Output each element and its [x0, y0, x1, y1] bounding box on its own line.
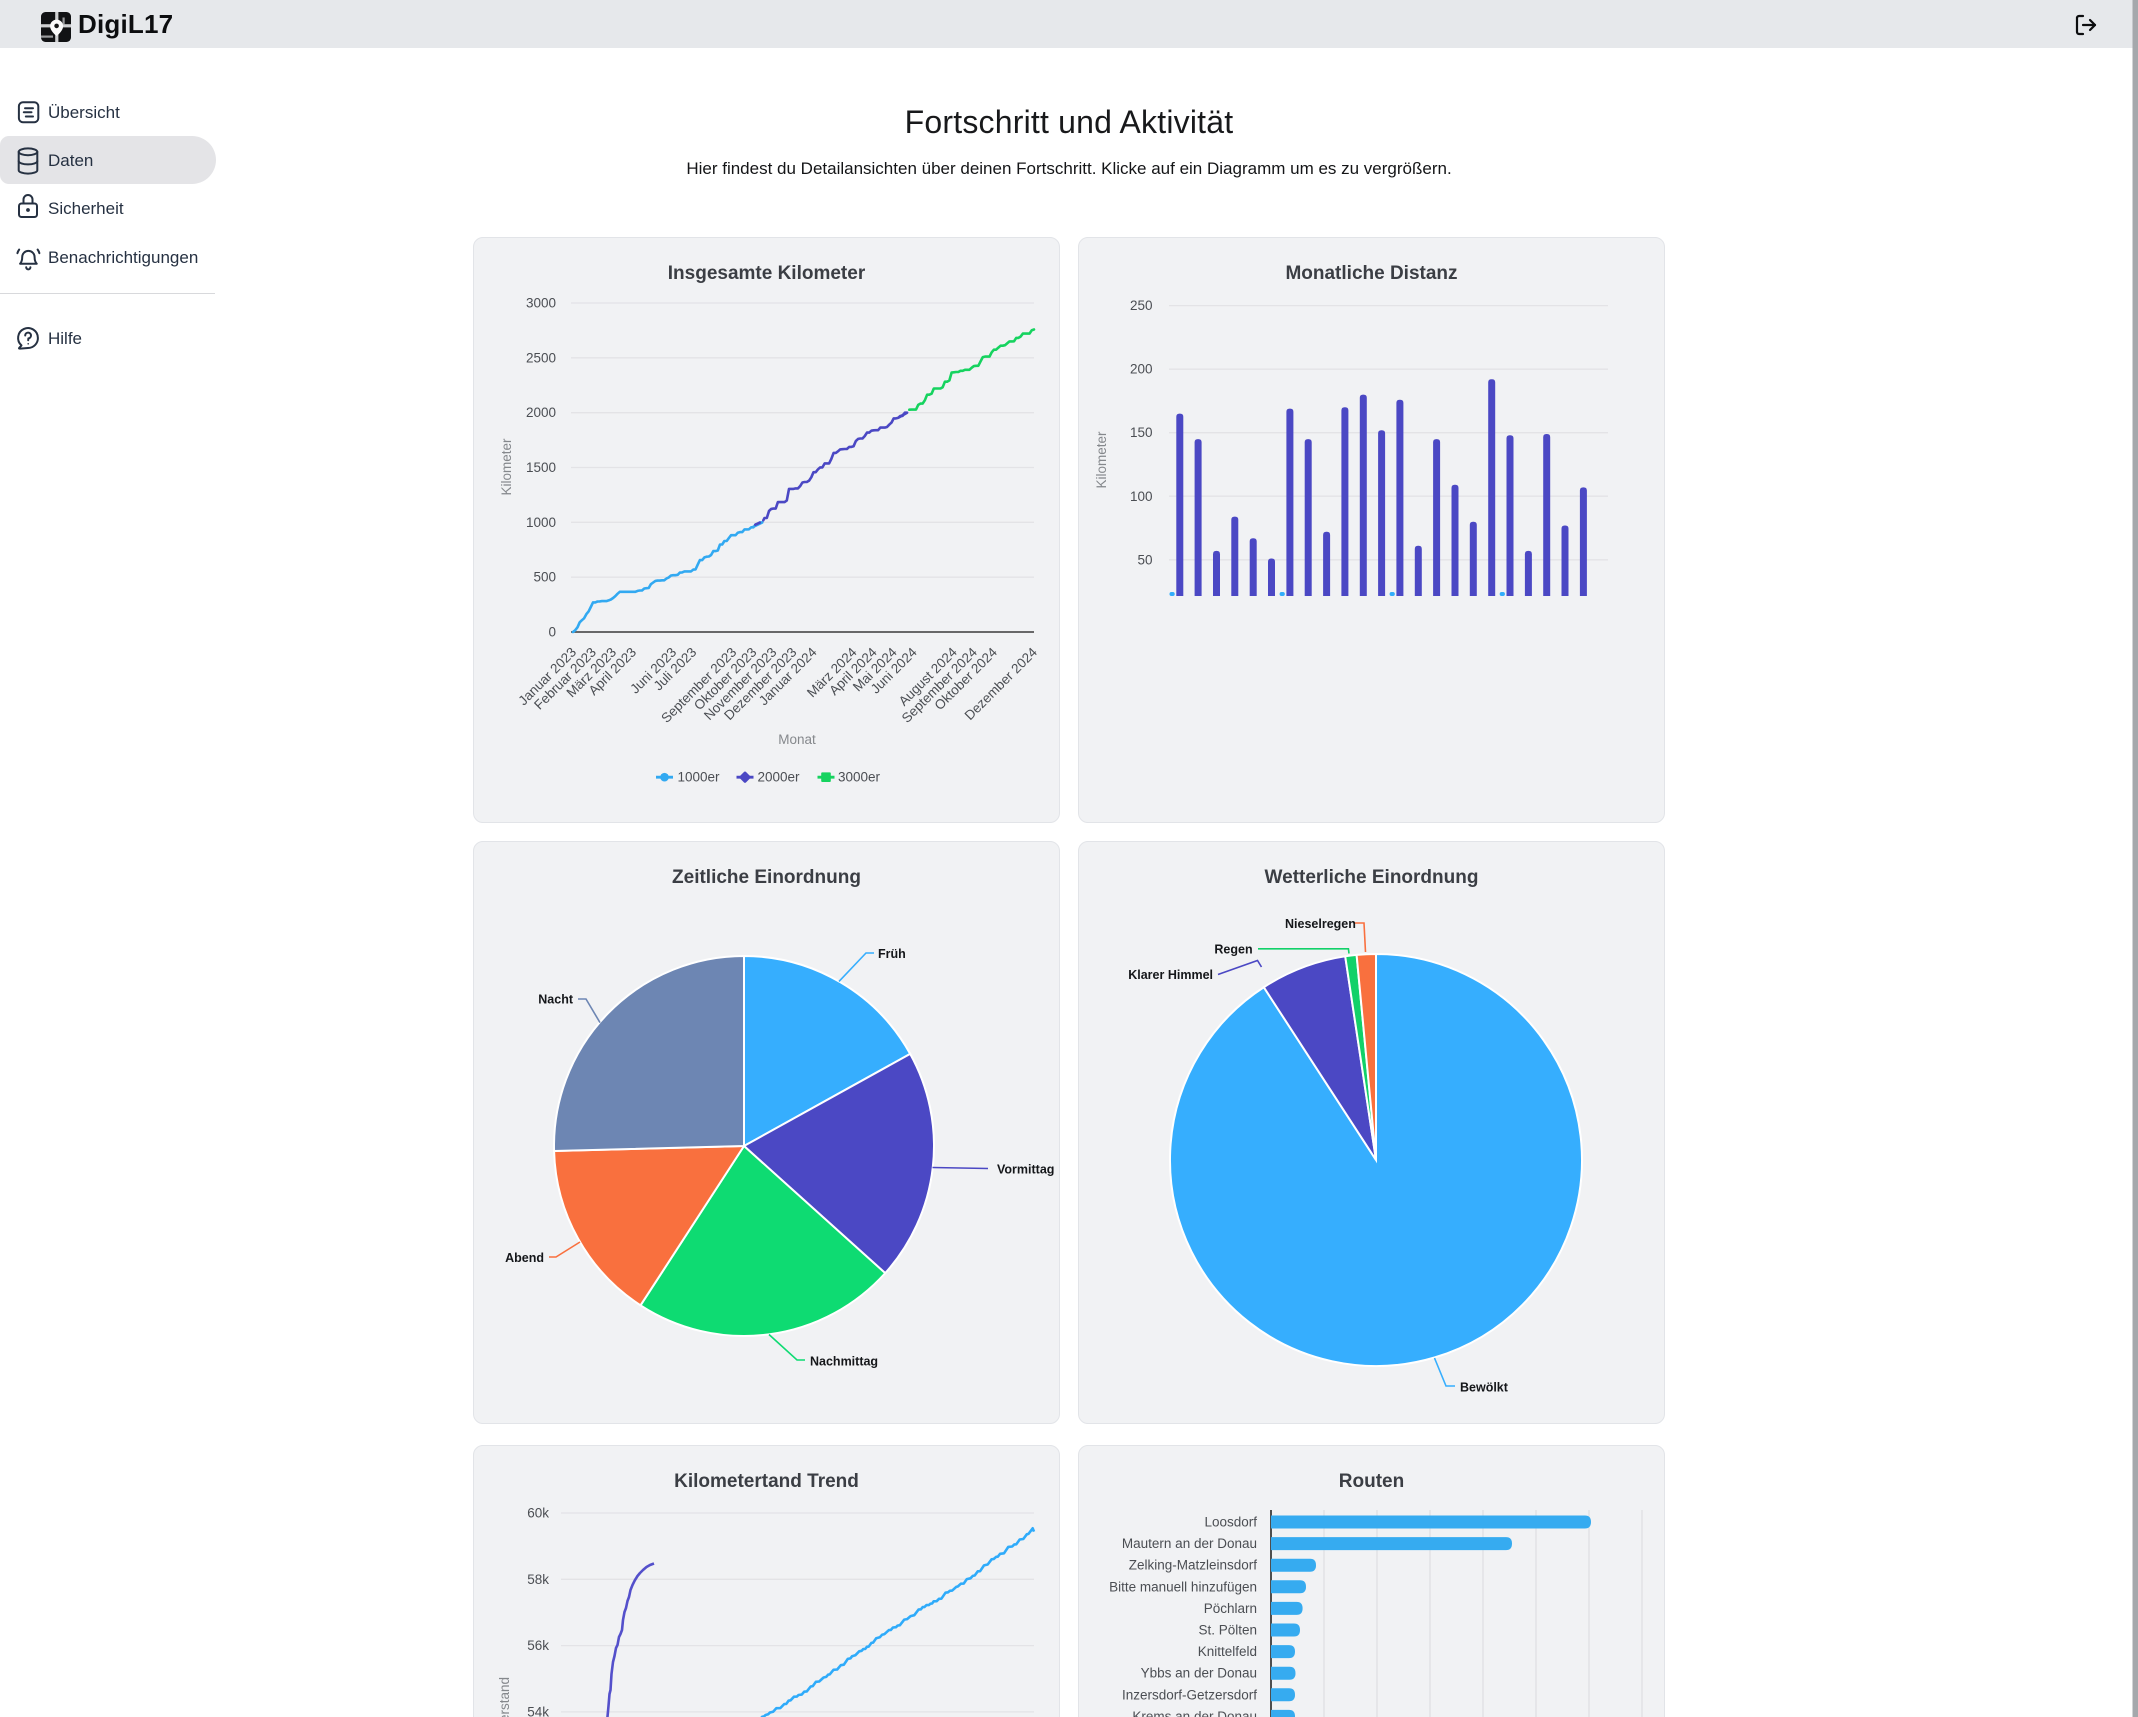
svg-text:500: 500: [533, 570, 556, 585]
svg-text:Kilometertand Trend: Kilometertand Trend: [674, 1471, 859, 1492]
svg-text:250: 250: [1130, 298, 1153, 313]
svg-text:2000er: 2000er: [758, 770, 801, 785]
svg-text:Kilometer: Kilometer: [1094, 431, 1109, 489]
svg-text:60k: 60k: [527, 1506, 549, 1521]
svg-text:100: 100: [1130, 489, 1153, 504]
svg-text:St. Pölten: St. Pölten: [1198, 1623, 1257, 1638]
svg-text:2500: 2500: [526, 350, 556, 365]
svg-text:1000er: 1000er: [678, 770, 721, 785]
svg-text:0: 0: [548, 625, 556, 640]
svg-text:Abend: Abend: [505, 1251, 544, 1265]
svg-text:Kilometerstand: Kilometerstand: [497, 1677, 512, 1717]
svg-text:Mautern an der Donau: Mautern an der Donau: [1122, 1536, 1257, 1551]
svg-text:Loosdorf: Loosdorf: [1204, 1515, 1257, 1530]
svg-text:Inzersdorf-Getzersdorf: Inzersdorf-Getzersdorf: [1122, 1687, 1257, 1702]
svg-text:50: 50: [1137, 552, 1152, 567]
svg-text:3000: 3000: [526, 296, 556, 311]
svg-text:Ybbs an der Donau: Ybbs an der Donau: [1141, 1666, 1257, 1681]
svg-text:Regen: Regen: [1214, 943, 1252, 957]
svg-text:Knittelfeld: Knittelfeld: [1198, 1644, 1257, 1659]
svg-text:Früh: Früh: [878, 947, 906, 961]
svg-text:3000er: 3000er: [838, 770, 881, 785]
svg-text:1500: 1500: [526, 460, 556, 475]
svg-text:Nachmittag: Nachmittag: [810, 1355, 878, 1369]
svg-text:Monat: Monat: [778, 732, 816, 747]
svg-text:56k: 56k: [527, 1638, 549, 1653]
svg-text:Vormittag: Vormittag: [997, 1163, 1054, 1177]
svg-text:Krems an der Donau: Krems an der Donau: [1132, 1709, 1257, 1717]
svg-text:54k: 54k: [527, 1704, 549, 1717]
svg-text:Nacht: Nacht: [538, 993, 574, 1007]
svg-text:Pöchlarn: Pöchlarn: [1204, 1601, 1257, 1616]
svg-text:58k: 58k: [527, 1572, 549, 1587]
svg-text:150: 150: [1130, 425, 1153, 440]
svg-text:Kilometer: Kilometer: [499, 438, 514, 496]
svg-text:200: 200: [1130, 362, 1153, 377]
svg-text:Insgesamte Kilometer: Insgesamte Kilometer: [668, 263, 866, 284]
svg-text:Bewölkt: Bewölkt: [1460, 1381, 1509, 1395]
svg-text:Klarer Himmel: Klarer Himmel: [1128, 968, 1213, 982]
svg-text:Nieselregen: Nieselregen: [1285, 917, 1356, 931]
svg-text:Monatliche Distanz: Monatliche Distanz: [1285, 263, 1457, 284]
svg-text:2000: 2000: [526, 405, 556, 420]
svg-text:Routen: Routen: [1339, 1471, 1404, 1492]
svg-text:Zeitliche Einordnung: Zeitliche Einordnung: [672, 867, 861, 888]
svg-text:Zelking-Matzleinsdorf: Zelking-Matzleinsdorf: [1129, 1558, 1258, 1573]
svg-text:Bitte manuell hinzufügen: Bitte manuell hinzufügen: [1109, 1579, 1257, 1594]
svg-text:Wetterliche Einordnung: Wetterliche Einordnung: [1265, 867, 1479, 888]
svg-text:1000: 1000: [526, 515, 556, 530]
